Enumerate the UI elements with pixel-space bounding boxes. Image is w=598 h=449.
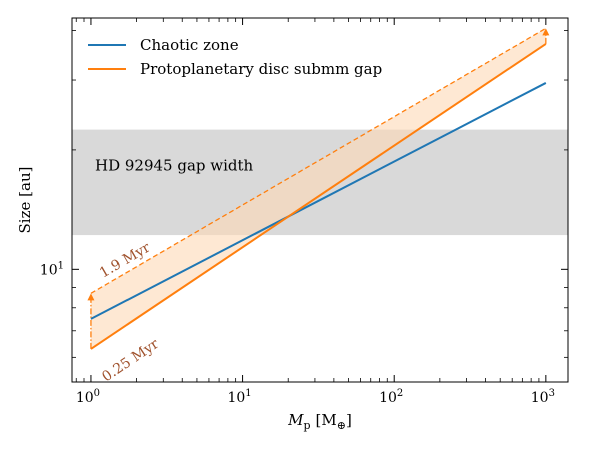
- x-label-main: M: [287, 411, 304, 429]
- band-label: HD 92945 gap width: [95, 156, 254, 174]
- series-line-1: [90, 43, 547, 350]
- y-axis-label: Size [au]: [16, 167, 34, 234]
- x-label-unit-sub: ⊕: [337, 419, 346, 432]
- y-tick-exp-0: 1: [58, 260, 64, 271]
- series-line-0: [90, 82, 547, 320]
- x-tick-exp-2: 2: [397, 388, 403, 399]
- x-tick-base-3: 10: [531, 390, 549, 406]
- disc-gap-range-fill: [90, 28, 546, 349]
- plot-frame: [71, 17, 569, 383]
- right-arrow-head: [542, 28, 550, 36]
- x-axis-label: Mp [M⊕]: [287, 411, 352, 432]
- x-tick-exp-1: 1: [245, 388, 251, 399]
- x-tick-base-1: 10: [227, 390, 245, 406]
- legend: Chaotic zone Protoplanetary disc submm ga…: [88, 36, 382, 78]
- x-tick-label-1: 101: [227, 388, 251, 406]
- x-tick-exp-0: 0: [94, 388, 100, 399]
- y-tick-base-0: 10: [40, 262, 58, 278]
- left-arrow-head: [87, 293, 95, 301]
- legend-label-0: Chaotic zone: [140, 36, 239, 54]
- x-tick-label-3: 103: [531, 388, 555, 406]
- x-tick-label-0: 100: [76, 388, 100, 406]
- x-tick-base-0: 10: [76, 390, 94, 406]
- x-label-unit-close: ]: [346, 411, 352, 429]
- x-tick-label-2: 102: [379, 388, 403, 406]
- x-tick-exp-3: 3: [549, 388, 555, 399]
- x-label-sub: p: [304, 419, 311, 432]
- annotation-0-25-myr: 0.25 Myr: [99, 336, 162, 385]
- legend-label-1: Protoplanetary disc submm gap: [140, 60, 382, 78]
- x-tick-base-2: 10: [379, 390, 397, 406]
- y-tick-label-0: 101: [40, 260, 64, 278]
- x-label-unit: [M: [316, 411, 337, 429]
